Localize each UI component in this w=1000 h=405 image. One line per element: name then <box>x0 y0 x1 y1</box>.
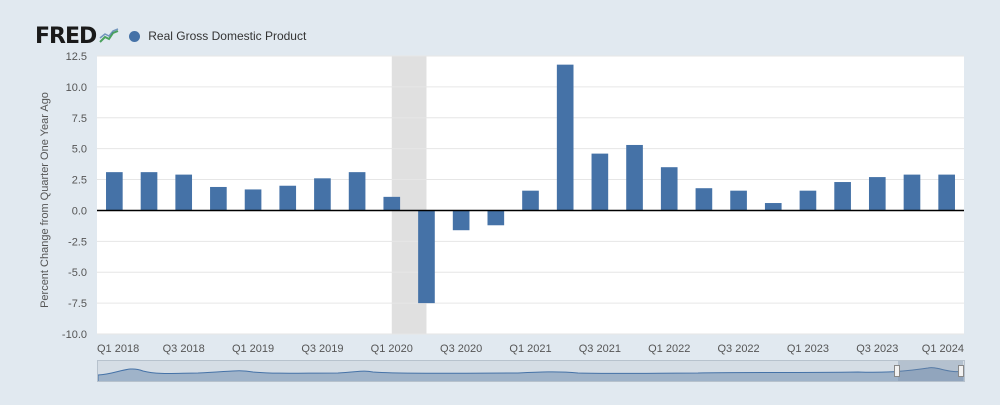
x-tick-label: Q3 2018 <box>163 343 205 355</box>
fred-chart-logo-icon <box>99 28 119 43</box>
x-tick-label: Q3 2020 <box>440 343 482 355</box>
y-tick-label: -2.5 <box>68 236 87 248</box>
chart-header: FRED Real Gross Domestic Product <box>35 23 306 49</box>
x-tick-label: Q3 2019 <box>301 343 343 355</box>
legend-marker <box>129 30 141 42</box>
y-tick-label: 5.0 <box>72 144 87 156</box>
navigator-left-handle[interactable] <box>894 365 900 377</box>
bar-q1-2023 <box>799 190 817 211</box>
bar-q1-2024 <box>938 174 955 211</box>
bar-q3-2018 <box>175 174 193 211</box>
bar-q2-2020 <box>418 210 435 304</box>
bar-q2-2021 <box>556 64 574 211</box>
navigator-right-handle[interactable] <box>958 365 964 377</box>
x-tick-label: Q3 2023 <box>856 343 898 355</box>
y-tick-label: 2.5 <box>72 175 87 187</box>
y-tick-label: -10.0 <box>62 329 87 341</box>
bar-q2-2023 <box>834 182 851 211</box>
bar-q1-2022 <box>660 167 678 211</box>
bar-q3-2021 <box>591 153 609 211</box>
x-tick-label: Q1 2021 <box>509 343 551 355</box>
x-tick-label: Q1 2020 <box>371 343 413 355</box>
bar-q4-2023 <box>903 174 921 211</box>
chart-legend[interactable]: Real Gross Domestic Product <box>129 29 306 43</box>
bar-q4-2020 <box>487 210 505 226</box>
bar-q1-2021 <box>522 190 539 211</box>
bar-q2-2022 <box>695 188 713 211</box>
y-tick-label: -5.0 <box>68 267 87 279</box>
bar-q4-2022 <box>764 203 782 211</box>
bar-q1-2018 <box>106 172 123 211</box>
bar-q3-2022 <box>730 190 747 211</box>
bar-q1-2019 <box>244 189 262 211</box>
bar-q1-2020 <box>383 196 401 211</box>
y-tick-label: -7.5 <box>68 298 87 310</box>
x-tick-label: Q1 2019 <box>232 343 274 355</box>
y-tick-label: 7.5 <box>72 113 87 125</box>
y-tick-label: 0.0 <box>72 205 87 217</box>
x-tick-label: Q1 2022 <box>648 343 690 355</box>
bar-q2-2018 <box>140 172 158 211</box>
x-tick-label: Q1 2018 <box>97 343 139 355</box>
bar-q4-2019 <box>348 172 366 211</box>
bar-q3-2023 <box>868 177 886 211</box>
y-tick-label: 12.5 <box>66 51 87 63</box>
legend-label: Real Gross Domestic Product <box>148 29 307 43</box>
fred-logo[interactable]: FRED <box>35 23 97 49</box>
x-tick-label: Q3 2022 <box>717 343 759 355</box>
x-tick-label: Q1 2024 <box>922 343 964 355</box>
bar-q4-2021 <box>626 144 643 211</box>
navigator-series <box>98 367 964 381</box>
navigator-selection[interactable] <box>898 361 963 381</box>
bar-q4-2018 <box>210 186 227 211</box>
x-tick-label: Q1 2023 <box>787 343 829 355</box>
bar-q3-2020 <box>452 210 470 231</box>
y-tick-label: 10.0 <box>66 82 87 94</box>
range-navigator[interactable] <box>97 360 965 382</box>
bar-q2-2019 <box>279 185 297 211</box>
bar-q3-2019 <box>314 178 331 211</box>
x-tick-label: Q3 2021 <box>579 343 621 355</box>
